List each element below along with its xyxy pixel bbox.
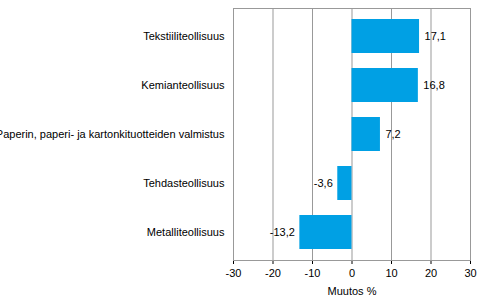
svg-text:17,1: 17,1 [425, 30, 446, 42]
svg-text:Tekstiiliteollisuus: Tekstiiliteollisuus [143, 30, 225, 42]
svg-text:7,2: 7,2 [385, 128, 400, 140]
svg-text:Muutos %: Muutos % [328, 285, 377, 297]
svg-text:-30: -30 [226, 267, 242, 279]
svg-text:Metalliteollisuus: Metalliteollisuus [147, 226, 225, 238]
svg-text:-20: -20 [265, 267, 281, 279]
svg-text:10: 10 [385, 267, 397, 279]
svg-text:-3,6: -3,6 [314, 177, 333, 189]
svg-text:16,8: 16,8 [423, 79, 444, 91]
svg-text:-13,2: -13,2 [270, 226, 295, 238]
svg-text:30: 30 [464, 267, 476, 279]
svg-text:Paperin, paperi- ja kartonkitu: Paperin, paperi- ja kartonkituotteiden v… [0, 128, 225, 140]
svg-text:0: 0 [349, 267, 355, 279]
svg-text:20: 20 [425, 267, 437, 279]
svg-text:Kemianteollisuus: Kemianteollisuus [141, 79, 225, 91]
svg-text:Tehdasteollisuus: Tehdasteollisuus [143, 177, 225, 189]
svg-text:-10: -10 [305, 267, 321, 279]
